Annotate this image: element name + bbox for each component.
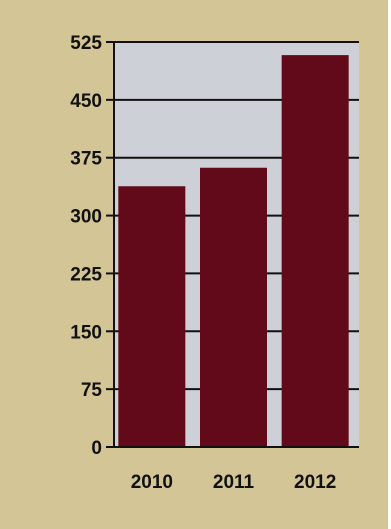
y-tick-label: 225 (70, 264, 102, 285)
x-tick-label: 2012 (294, 472, 336, 493)
y-tick-label: 300 (70, 207, 102, 228)
bars (118, 55, 349, 447)
x-tick-label: 2011 (213, 472, 255, 493)
bar-2011 (200, 167, 267, 447)
y-tick-label: 75 (81, 380, 103, 401)
y-tick-label: 525 (70, 33, 102, 54)
y-tick-label: 150 (70, 322, 102, 343)
y-tick-label: 375 (70, 149, 102, 170)
x-axis-ticks: 2010 2011 2012 (131, 472, 337, 493)
bar-2010 (118, 186, 186, 447)
y-axis-ticks: 0 75 150 225 300 375 450 525 (70, 33, 114, 459)
x-tick-label: 2010 (131, 472, 173, 493)
y-tick-label: 0 (91, 438, 102, 459)
y-tick-label: 450 (70, 91, 102, 112)
bar-2012 (281, 55, 349, 447)
